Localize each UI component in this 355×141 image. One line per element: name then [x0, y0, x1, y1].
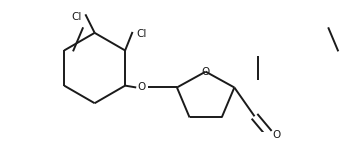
Text: O: O — [202, 67, 210, 77]
Text: Cl: Cl — [136, 29, 147, 39]
Text: O: O — [138, 82, 146, 92]
Text: O: O — [273, 130, 281, 140]
Text: Cl: Cl — [71, 12, 82, 22]
